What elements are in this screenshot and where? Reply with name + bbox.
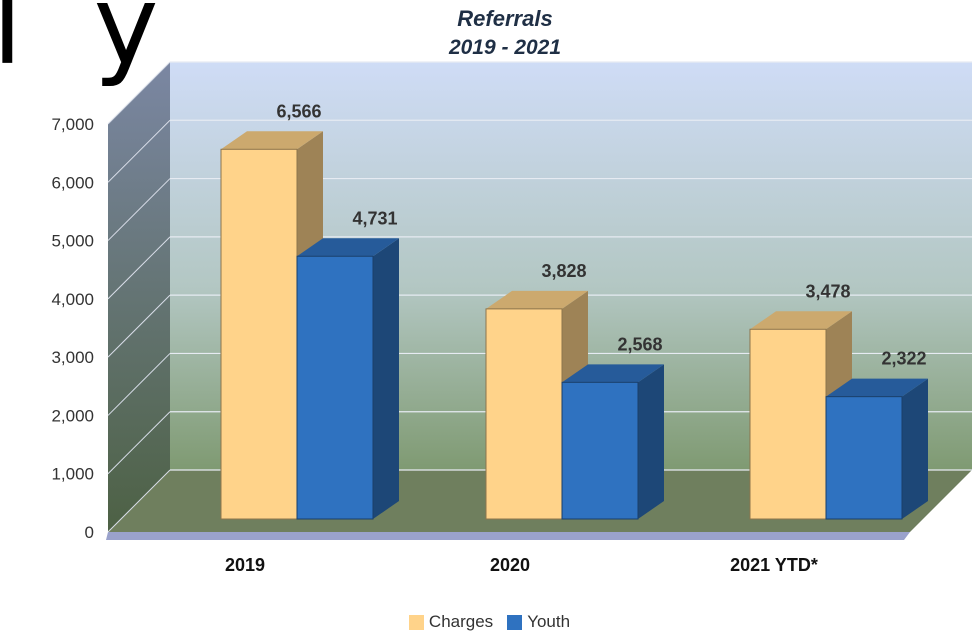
- x-tick-label: 2021 YTD*: [730, 555, 818, 575]
- gridline-side: [107, 61, 171, 125]
- legend-label-youth: Youth: [527, 612, 571, 631]
- gridline-side: [107, 294, 171, 358]
- floor-edge: [106, 532, 910, 540]
- bar-side: [373, 238, 399, 519]
- side-wall: [108, 62, 170, 532]
- data-label: 2,322: [881, 349, 926, 369]
- chart-title: Referrals: [457, 6, 553, 31]
- y-tick-label: 4,000: [51, 290, 94, 309]
- y-tick-label: 3,000: [51, 348, 94, 367]
- y-tick-label: 5,000: [51, 232, 94, 251]
- legend-swatch-charges: [408, 614, 424, 630]
- chart-subtitle: 2019 - 2021: [448, 36, 562, 59]
- gridline-side: [107, 119, 171, 183]
- cropped-heading-fragment: l y: [0, 0, 177, 89]
- gridline-side: [107, 469, 171, 533]
- chart-legend: Charges Youth: [0, 612, 979, 632]
- chart-plot: 0 1,000 2,000 3,000 4,000 5,000 6,000 7,000 6,5…: [51, 61, 972, 575]
- data-label: 3,478: [805, 281, 850, 301]
- bar-youth-2: [825, 396, 903, 520]
- bar-youth-1: [561, 381, 639, 520]
- bar-top: [297, 238, 399, 257]
- data-label: 3,828: [541, 261, 586, 281]
- bar-side: [638, 364, 664, 519]
- y-tick-label: 7,000: [51, 115, 94, 134]
- gridline-side: [107, 236, 171, 300]
- legend-swatch-youth: [507, 614, 523, 630]
- bar-charges-2: [749, 328, 827, 520]
- bar-top: [750, 311, 852, 330]
- bar-charges-1: [485, 308, 563, 520]
- y-tick-label: 0: [85, 523, 94, 542]
- y-tick-label: 1,000: [51, 465, 94, 484]
- x-tick-label: 2020: [490, 555, 530, 575]
- x-tick-label: 2019: [225, 555, 265, 575]
- y-tick-label: 6,000: [51, 173, 94, 192]
- data-label: 6,566: [276, 101, 321, 121]
- legend-label-charges: Charges: [428, 612, 494, 631]
- bar-side: [902, 378, 928, 519]
- gridline-side: [107, 353, 171, 416]
- data-label: 4,731: [352, 208, 397, 228]
- y-tick-label: 2,000: [51, 406, 94, 425]
- data-label: 2,568: [617, 334, 662, 354]
- bar-top: [221, 131, 323, 150]
- bar-charges-0: [220, 148, 298, 520]
- bar-youth-0: [296, 255, 374, 520]
- legend-item-charges: Charges: [408, 612, 494, 632]
- legend-item-youth: Youth: [507, 612, 570, 632]
- gridline-side: [107, 178, 171, 241]
- bar-top: [486, 290, 588, 309]
- bar-top: [562, 364, 664, 383]
- bar-top: [826, 378, 928, 397]
- gridline-side: [107, 411, 171, 475]
